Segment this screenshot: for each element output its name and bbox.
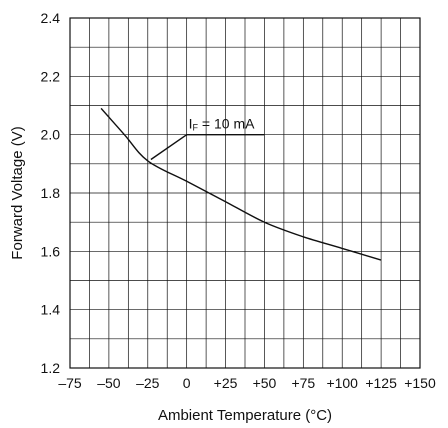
annotation-subscript: F — [193, 123, 199, 133]
x-tick-label: +25 — [214, 375, 238, 391]
x-tick-label: +125 — [365, 375, 397, 391]
x-tick-label: –25 — [136, 375, 160, 391]
x-tick-label: +75 — [291, 375, 315, 391]
x-tick-label: –75 — [58, 375, 82, 391]
grid — [70, 18, 420, 368]
annotation-prefix: I — [189, 116, 193, 132]
forward-voltage-curve — [100, 107, 382, 261]
annotation-suffix: = 10 mA — [198, 116, 255, 132]
x-tick-label: +150 — [404, 375, 436, 391]
y-tick-labels: 1.2 1.4 1.6 1.8 2.0 2.2 2.4 — [41, 10, 61, 376]
x-tick-labels: –75 –50 –25 0 +25 +50 +75 +100 +125 +150 — [58, 375, 436, 391]
x-tick-label: +50 — [253, 375, 277, 391]
x-axis-label: Ambient Temperature (°C) — [158, 407, 332, 424]
y-tick-label: 1.6 — [41, 243, 61, 259]
y-tick-label: 1.4 — [41, 302, 61, 318]
y-tick-label: 2.0 — [41, 127, 61, 143]
y-tick-label: 2.4 — [41, 10, 61, 26]
y-axis-label: Forward Voltage (V) — [9, 126, 26, 259]
plot-frame — [69, 17, 421, 369]
x-tick-label: +100 — [326, 375, 358, 391]
x-tick-label: –50 — [97, 375, 121, 391]
annotation-label: IF = 10 mA — [189, 116, 255, 133]
y-tick-label: 1.2 — [41, 360, 61, 376]
y-tick-label: 2.2 — [41, 68, 61, 84]
annotation-leader-line — [150, 133, 265, 161]
y-tick-label: 1.8 — [41, 185, 61, 201]
x-tick-label: 0 — [183, 375, 191, 391]
